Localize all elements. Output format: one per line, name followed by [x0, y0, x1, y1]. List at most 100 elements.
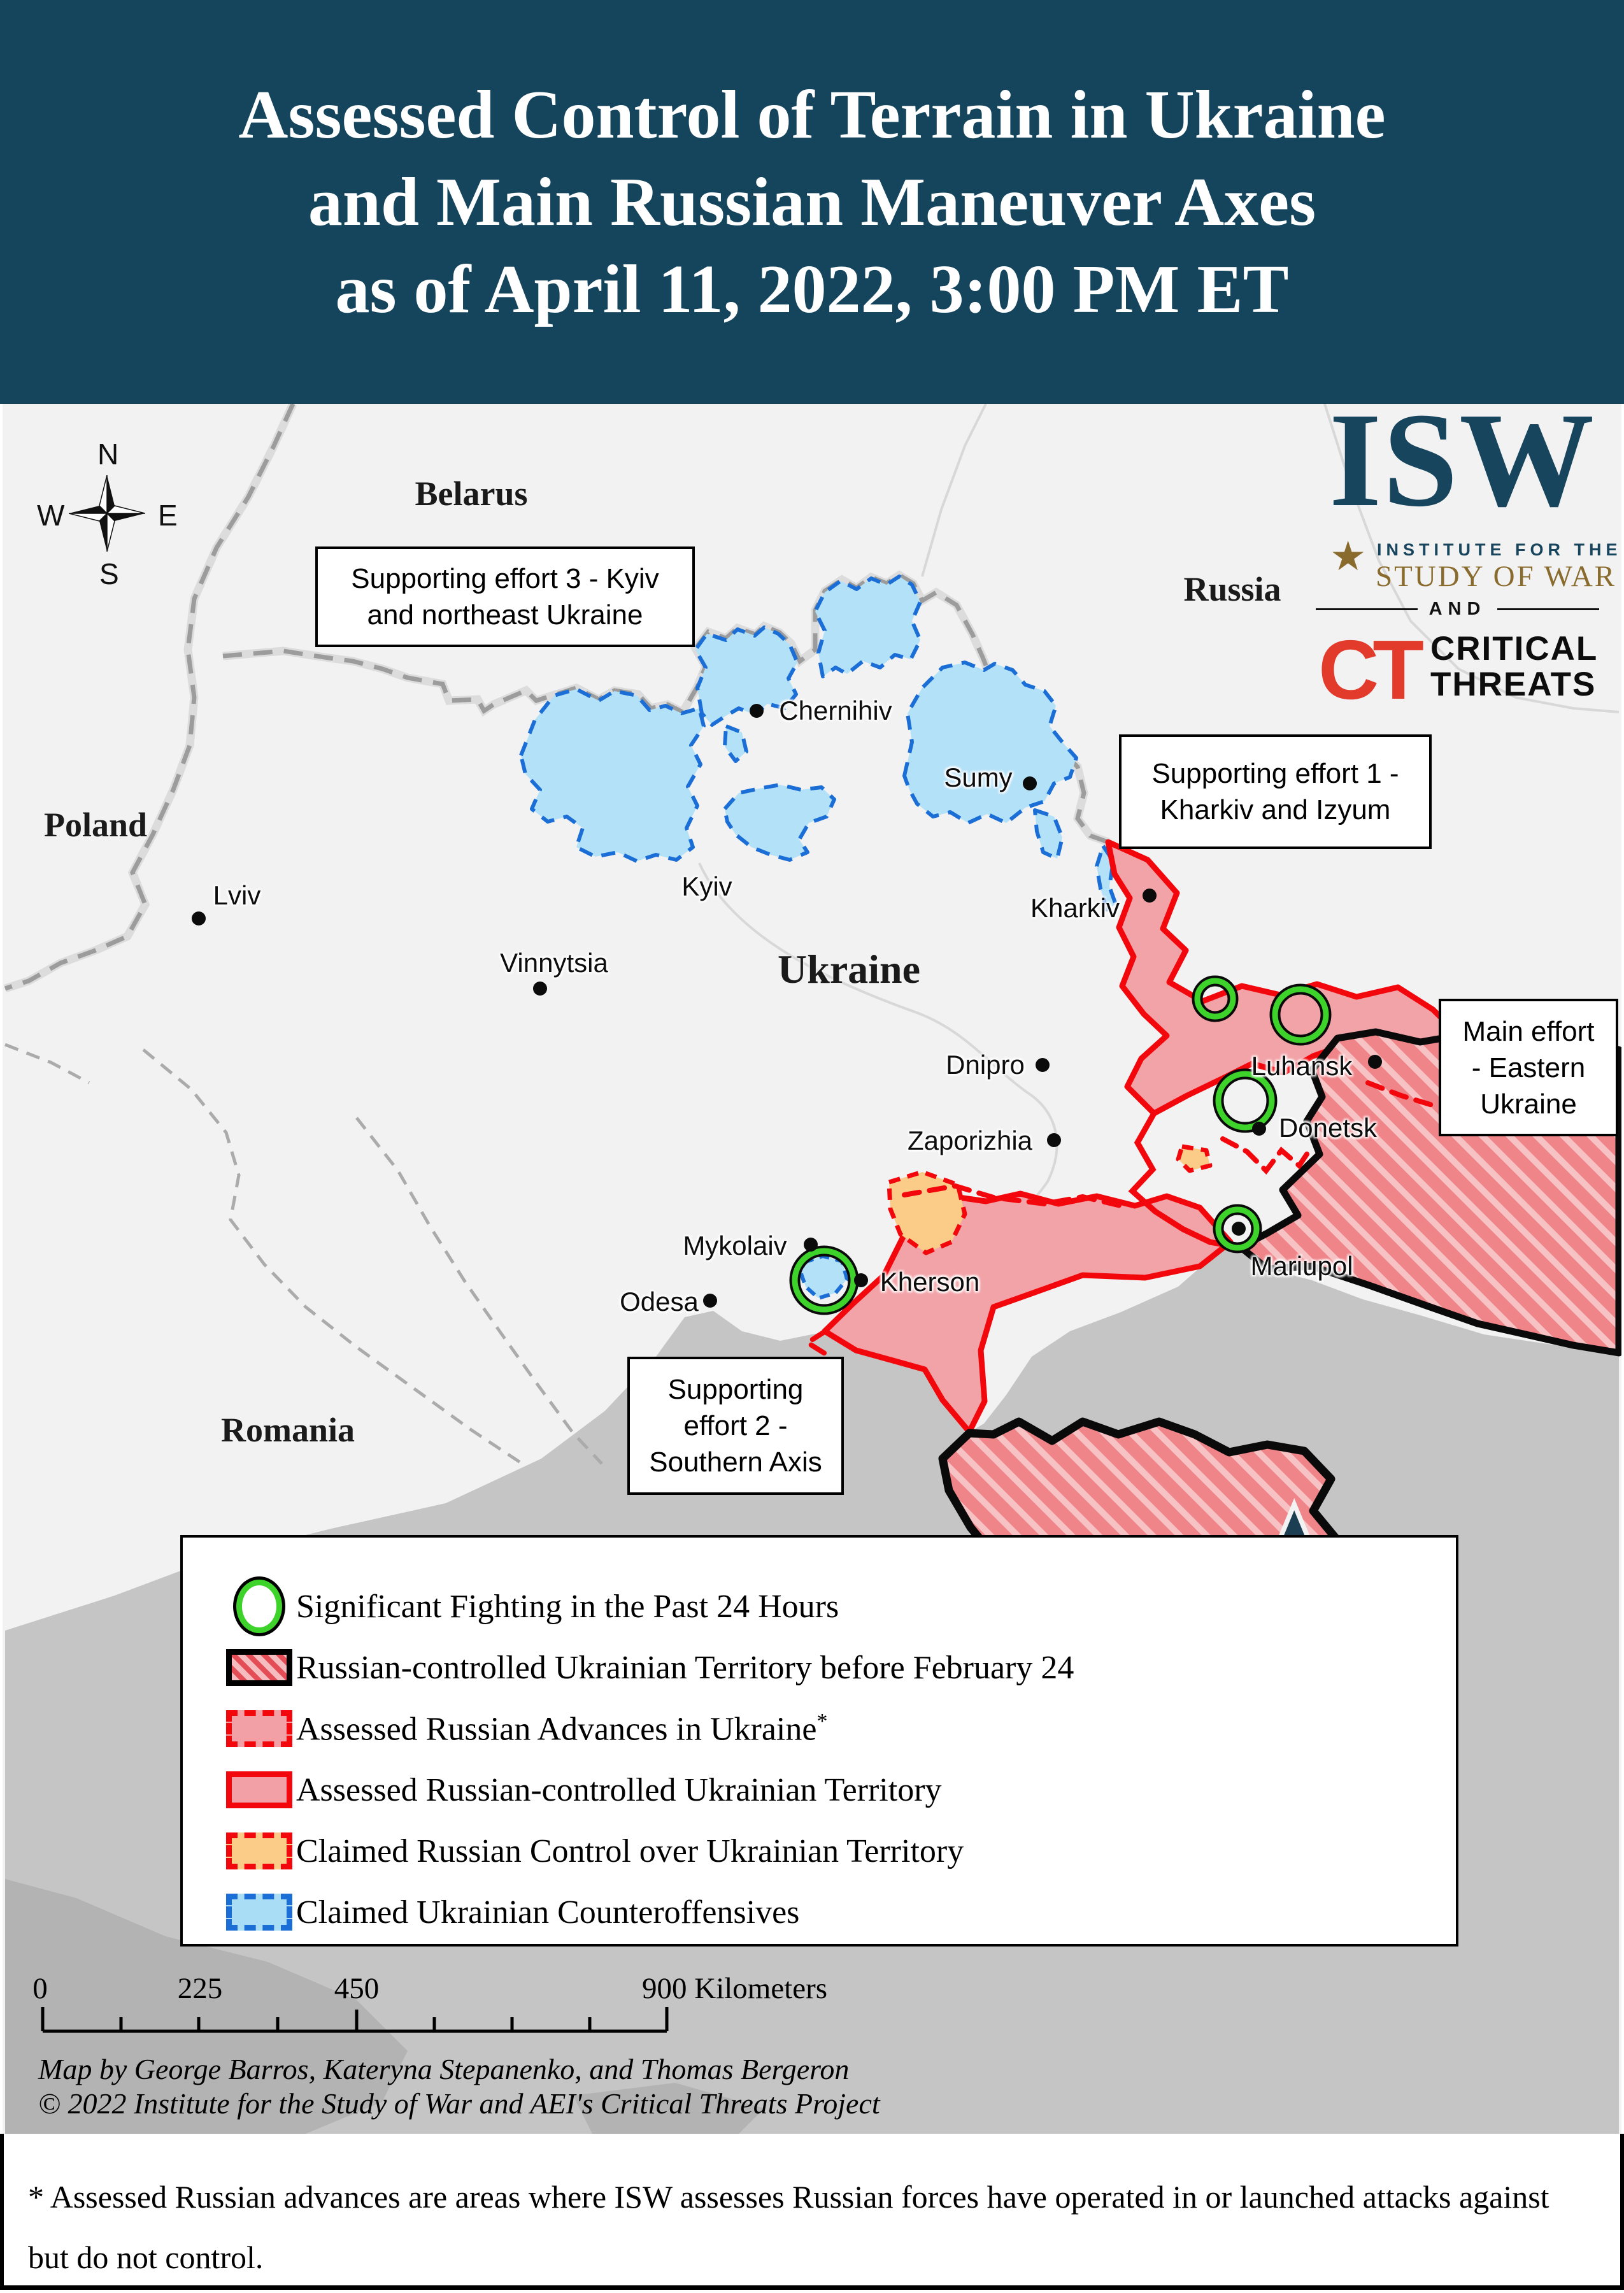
isw-study-of-war-text: STUDY OF WAR [1376, 560, 1617, 593]
scale-bar [41, 2007, 669, 2033]
claimed-swatch-icon [222, 1832, 296, 1869]
city-label-kyiv: Kyiv [681, 871, 732, 901]
city-dot-mykolaiv [804, 1238, 818, 1252]
city-label-odesa: Odesa [620, 1287, 699, 1317]
compass-rose: N W E S [37, 438, 178, 590]
divider-line-left [1316, 608, 1418, 610]
footnote-section: * Assessed Russian advances are areas wh… [0, 2134, 1624, 2290]
city-dot-kherson [854, 1273, 868, 1287]
city-label-donetsk: Donetsk [1278, 1113, 1378, 1143]
city-dot-luhansk [1368, 1055, 1382, 1069]
city-label-mykolaiv: Mykolaiv [683, 1231, 787, 1261]
title-line-2: and Main Russian Maneuver Axes [308, 164, 1316, 240]
legend-label-prewar: Russian-controlled Ukrainian Territory b… [296, 1649, 1074, 1686]
isw-institute-text: INSTITUTE FOR THE [1377, 540, 1622, 559]
city-label-vinnytsia: Vinnytsia [500, 948, 608, 978]
prewar-swatch-icon [222, 1649, 296, 1686]
city-label-luhansk: Luhansk [1251, 1051, 1353, 1081]
orange-area-donetsk-north [1176, 1144, 1213, 1173]
blue-area-chernihiv-west [694, 625, 799, 727]
callout-1-line-1: Supporting effort 1 - [1151, 758, 1399, 789]
threats-label: THREATS [1430, 666, 1597, 703]
credits-line-1: Map by George Barros, Kateryna Stepanenk… [38, 2053, 850, 2085]
blue-area-west-of-kyiv [519, 687, 706, 863]
legend-row-prewar: Russian-controlled Ukrainian Territory b… [183, 1637, 1461, 1698]
legend-row-claimed: Claimed Russian Control over Ukrainian T… [183, 1820, 1461, 1882]
city-label-mariupol: Mariupol [1250, 1251, 1353, 1281]
critical-label: CRITICAL [1430, 630, 1599, 668]
fighting-circle-icon [222, 1580, 296, 1633]
main-effort-line-3: Ukraine [1480, 1088, 1577, 1120]
advances-asterisk: * [816, 1709, 828, 1733]
scale-tick-900: 900 Kilometers [642, 1972, 828, 2005]
blue-area-chernihiv-tail [723, 724, 748, 763]
isw-star-icon: ★ [1330, 533, 1367, 579]
advances-swatch-icon [222, 1710, 296, 1747]
callout-1-line-2: Kharkiv and Izyum [1160, 794, 1391, 825]
fighting-circles [789, 975, 1332, 1315]
callout-main-effort: Main effort - Eastern Ukraine [1439, 999, 1618, 1136]
city-dot-sumy [1023, 776, 1037, 790]
country-label-belarus: Belarus [415, 475, 528, 513]
city-dot-zaporizhia [1047, 1133, 1061, 1147]
critical-threats-ct-icon: CT [1318, 623, 1424, 717]
callout-supporting-effort-1: Supporting effort 1 - Kharkiv and Izyum [1119, 734, 1432, 849]
map-legend: Significant Fighting in the Past 24 Hour… [180, 1535, 1458, 1947]
front-lines [802, 1080, 1437, 1372]
country-label-russia: Russia [1183, 570, 1281, 608]
legend-label-fighting: Significant Fighting in the Past 24 Hour… [296, 1588, 839, 1625]
divider-line-right [1497, 608, 1599, 610]
legend-label-advances: Assessed Russian Advances in Ukraine* [296, 1709, 828, 1748]
and-label: AND [1428, 599, 1486, 619]
map-title-header: Assessed Control of Terrain in Ukraine a… [0, 0, 1624, 404]
compass-n-label: N [97, 438, 119, 471]
city-label-sumy: Sumy [944, 762, 1013, 792]
and-divider: AND [1316, 599, 1599, 620]
blue-patch-kherson [799, 1254, 850, 1301]
city-dot-kharkiv [1143, 889, 1157, 903]
city-dot-vinnytsia [533, 982, 547, 996]
country-label-romania: Romania [220, 1411, 355, 1449]
city-label-chernihiv: Chernihiv [779, 696, 892, 725]
legend-row-advances: Assessed Russian Advances in Ukraine* [183, 1698, 1461, 1759]
blue-area-sumy-strip [1033, 808, 1064, 861]
city-dot-chernihiv [750, 704, 764, 718]
callout-3-line-2: and northeast Ukraine [367, 599, 643, 631]
far-land-2 [573, 2083, 764, 2134]
blue-area-chernihiv-northeast [813, 575, 922, 678]
title-line-1: Assessed Control of Terrain in Ukraine [238, 76, 1386, 153]
legend-label-controlled: Assessed Russian-controlled Ukrainian Te… [296, 1771, 942, 1808]
controlled-swatch-icon [222, 1771, 296, 1808]
compass-w-label: W [37, 499, 65, 532]
callout-3-line-1: Supporting effort 3 - Kyiv [351, 563, 659, 594]
callout-supporting-effort-3: Supporting effort 3 - Kyiv and northeast… [315, 546, 695, 647]
city-label-kharkiv: Kharkiv [1030, 893, 1120, 923]
city-label-lviv: Lviv [213, 880, 261, 910]
country-label-poland: Poland [43, 806, 148, 844]
legend-label-counteroffensives: Claimed Ukrainian Counteroffensives [296, 1894, 800, 1931]
blue-area-east-of-kyiv [723, 783, 836, 862]
title-line-3: as of April 11, 2022, 3:00 PM ET [335, 251, 1289, 327]
credits-line-2: © 2022 Institute for the Study of War an… [38, 2087, 880, 2120]
city-dot-odesa [703, 1294, 717, 1308]
callout-2-line-1: Supporting [667, 1374, 804, 1405]
city-label-kherson: Kherson [880, 1267, 980, 1297]
country-label-ukraine: Ukraine [778, 946, 920, 992]
city-label-dnipro: Dnipro [946, 1050, 1025, 1080]
callout-2-line-2: effort 2 - [683, 1410, 788, 1441]
compass-s-label: S [99, 557, 119, 590]
city-dot-donetsk [1252, 1122, 1266, 1136]
compass-star-icon [69, 475, 145, 552]
legend-label-claimed: Claimed Russian Control over Ukrainian T… [296, 1832, 964, 1869]
main-effort-line-1: Main effort [1462, 1015, 1595, 1047]
city-dot-mariupol [1232, 1222, 1246, 1236]
legend-row-controlled: Assessed Russian-controlled Ukrainian Te… [183, 1759, 1461, 1820]
isw-logo-text: ISW [1328, 385, 1596, 534]
isw-ct-logo: ISW ★ INSTITUTE FOR THE STUDY OF WAR AND… [1316, 385, 1618, 717]
legend-row-counteroffensives: Claimed Ukrainian Counteroffensives [183, 1882, 1461, 1943]
city-dot-dnipro [1036, 1058, 1050, 1072]
city-dot-lviv [192, 911, 206, 925]
scale-tick-225: 225 [177, 1972, 223, 2005]
callout-supporting-effort-2: Supporting effort 2 - Southern Axis [627, 1357, 844, 1495]
